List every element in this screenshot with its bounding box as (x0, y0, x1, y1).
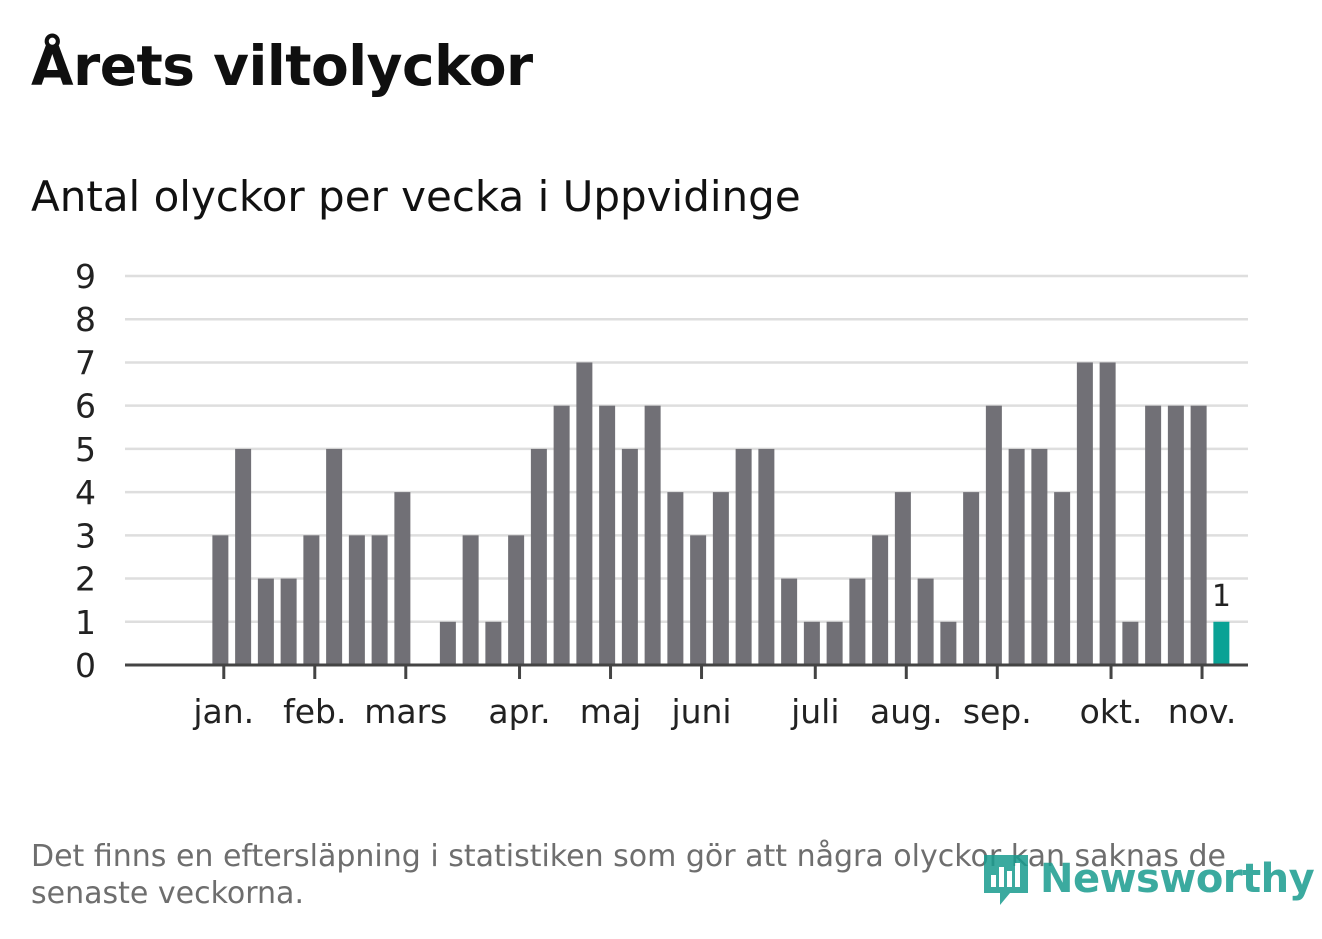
bar (1122, 621, 1139, 665)
newsworthy-logo-icon (984, 855, 1028, 905)
x-tick-label: feb. (283, 692, 346, 731)
y-axis-ticks: 0 1 2 3 4 5 6 7 8 9 (75, 257, 96, 685)
x-tick-label: sep. (963, 692, 1032, 731)
bar (462, 535, 479, 665)
bar (1076, 362, 1093, 665)
bar (803, 621, 820, 665)
bar (1031, 448, 1048, 665)
y-tick-label: 1 (75, 603, 96, 642)
y-tick-label: 3 (75, 516, 96, 555)
bar (280, 578, 297, 665)
y-tick-label: 9 (75, 257, 96, 296)
x-tick-label: apr. (488, 692, 550, 731)
bar (1054, 492, 1071, 665)
bar (348, 535, 365, 665)
y-tick-label: 8 (75, 300, 96, 339)
x-tick-label: aug. (870, 692, 943, 731)
bar (508, 535, 525, 665)
bar (439, 621, 456, 665)
bar (1145, 405, 1162, 665)
y-tick-label: 0 (75, 646, 96, 685)
x-tick-label: okt. (1080, 692, 1143, 731)
bar (849, 578, 866, 665)
bar-data-label: 1 (1212, 579, 1231, 614)
bar (235, 448, 252, 665)
bar (485, 621, 502, 665)
bar (963, 492, 980, 665)
data-labels: 1 (1212, 579, 1231, 614)
x-tick-label: nov. (1168, 692, 1237, 731)
bar (712, 492, 729, 665)
bar (326, 448, 343, 665)
bar (735, 448, 752, 665)
x-tick-label: juli (790, 692, 839, 731)
bars (212, 362, 1230, 665)
bar (872, 535, 889, 665)
bar (621, 448, 638, 665)
y-tick-label: 6 (75, 387, 96, 426)
bar (212, 535, 229, 665)
x-tick-label: mars (364, 692, 447, 731)
bar (1008, 448, 1025, 665)
bar (371, 535, 388, 665)
bar (917, 578, 934, 665)
bar (530, 448, 547, 665)
x-tick-label: juni (670, 692, 731, 731)
bar (758, 448, 775, 665)
bar (940, 621, 957, 665)
y-tick-label: 2 (75, 560, 96, 599)
bar (781, 578, 798, 665)
bar (394, 492, 411, 665)
chart-title: Årets viltolyckor (31, 34, 533, 98)
bar (667, 492, 684, 665)
bar (826, 621, 843, 665)
bar (257, 578, 274, 665)
bar-highlight (1213, 621, 1230, 665)
bar (1167, 405, 1184, 665)
bar (1099, 362, 1116, 665)
x-tick-label: maj (580, 692, 642, 731)
chart-subtitle: Antal olyckor per vecka i Uppvidinge (31, 172, 801, 221)
bar (1190, 405, 1207, 665)
bar (303, 535, 320, 665)
bar (599, 405, 616, 665)
bar-chart: 0 1 2 3 4 5 6 7 8 9 jan. feb. mars apr. maj juni juli au… (75, 257, 1248, 731)
y-tick-label: 7 (75, 343, 96, 382)
bar (894, 492, 911, 665)
newsworthy-logo-text: Newsworthy (1040, 856, 1315, 902)
bar (576, 362, 593, 665)
newsworthy-logo: Newsworthy (980, 848, 1315, 910)
bar (690, 535, 707, 665)
y-tick-label: 5 (75, 430, 96, 469)
bar (985, 405, 1002, 665)
y-tick-label: 4 (75, 473, 96, 512)
bar (553, 405, 570, 665)
bar (644, 405, 661, 665)
x-axis-ticks: jan. feb. mars apr. maj juni juli aug. sep. okt. n… (192, 665, 1236, 731)
x-tick-label: jan. (192, 692, 254, 731)
